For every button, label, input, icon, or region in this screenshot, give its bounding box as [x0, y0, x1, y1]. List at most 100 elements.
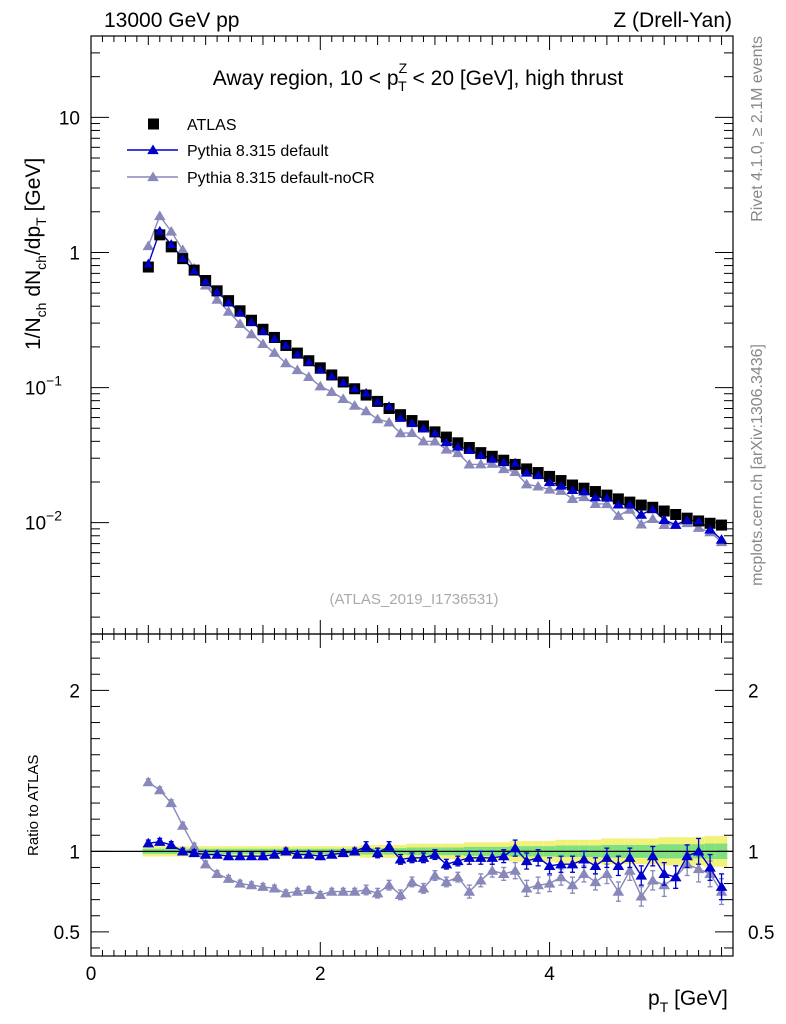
main-marker-default-noCR [589, 498, 602, 509]
ratio-marker-default [417, 852, 430, 862]
main-marker-default-noCR [452, 447, 464, 458]
main-marker-atlas [704, 517, 716, 529]
ratio-marker-default-noCR [555, 871, 567, 882]
main-marker-default-top [292, 349, 303, 358]
main-marker-default-noCR [268, 347, 281, 357]
ratio-marker-default-noCR [176, 820, 189, 830]
main-marker-default-top [659, 515, 669, 524]
ratio-marker-default-noCR [497, 868, 510, 879]
main-marker-default-top [235, 308, 245, 316]
main-marker-default-top [304, 357, 314, 366]
ratio-marker-default [360, 841, 372, 851]
main-marker-default-top [476, 450, 486, 459]
main-marker-default-top [361, 388, 371, 397]
legend-marker [147, 144, 159, 155]
legend-label: Pythia 8.315 default [187, 143, 329, 160]
main-marker-default-noCR [646, 513, 659, 524]
ratio-marker-default-noCR [589, 876, 602, 887]
ratio-marker-default-noCR [280, 887, 292, 898]
main-marker-default-noCR [337, 393, 349, 403]
main-marker-default-noCR [509, 466, 521, 477]
main-marker-atlas [658, 505, 670, 517]
y-tick-base: 10 [25, 514, 46, 535]
y-tick-exponent: −1 [46, 373, 62, 389]
ratio-marker-default [268, 849, 281, 859]
ratio-marker-default [211, 849, 223, 859]
ratio-marker-default [176, 845, 189, 856]
ratio-marker-default [188, 847, 200, 858]
ratio-marker-default-noCR [222, 873, 235, 883]
ratio-marker-default [578, 853, 590, 864]
main-marker-default-top [693, 516, 704, 525]
ratio-marker-default [325, 849, 338, 859]
ratio-marker-default [394, 853, 407, 864]
ratio-marker-default [142, 837, 155, 848]
main-marker-default-top [407, 418, 417, 427]
ratio-marker-default-noCR [532, 879, 544, 890]
main-marker-default-noCR [154, 210, 166, 221]
main-marker-default-noCR [165, 225, 178, 236]
ratio-marker-default [154, 836, 166, 846]
header-left: 13000 GeV pp [104, 9, 239, 32]
main-marker-default-noCR [429, 435, 441, 446]
ratio-marker-default-noCR [463, 886, 476, 896]
main-marker-atlas [589, 486, 601, 498]
ratio-marker-default-noCR [142, 776, 155, 787]
ratio-plot-frame [90, 633, 734, 957]
y-tick-label: 10−1 [25, 373, 62, 400]
ratio-marker-default-noCR [417, 882, 430, 893]
main-marker-default-noCR [543, 484, 556, 494]
ratio-marker-default-noCR [245, 879, 258, 890]
main-marker-default-top [648, 504, 658, 513]
analysis-watermark: (ATLAS_2019_I1736531) [329, 591, 498, 608]
main-marker-default-noCR [612, 510, 625, 520]
y-tick-label: 1 [69, 243, 80, 264]
main-marker-default-top [223, 297, 234, 306]
main-marker-default-top [521, 468, 532, 476]
main-marker-default-noCR [417, 435, 430, 446]
ratio-marker-default-noCR [383, 879, 395, 890]
main-marker-default-noCR [211, 294, 223, 304]
ratio-marker-default-noCR [509, 865, 521, 875]
main-marker-atlas [567, 479, 578, 491]
main-marker-default-top [269, 334, 280, 342]
ratio-marker-default-noCR [371, 887, 384, 898]
main-marker-default-noCR [475, 458, 487, 469]
main-marker-default-top [430, 428, 440, 437]
ratio-marker-default-noCR [360, 884, 372, 895]
main-marker-atlas [612, 493, 624, 505]
legend-label: Pythia 8.315 default-noCR [187, 170, 375, 187]
main-marker-default-top [189, 266, 199, 275]
main-marker-default-top [498, 457, 509, 466]
y-tick-base: 10 [25, 379, 46, 400]
ratio-marker-default [371, 847, 384, 858]
ratio-y-tick-label: 0.5 [54, 923, 80, 944]
ratio-marker-default-noCR [394, 889, 407, 899]
ratio-marker-default [280, 845, 292, 856]
main-marker-default-top [395, 413, 406, 422]
main-marker-default-top [200, 277, 211, 286]
main-marker-default-noCR [280, 357, 292, 368]
main-marker-default-top [590, 492, 601, 501]
main-marker-default-noCR [497, 463, 510, 474]
ratio-marker-default [245, 850, 258, 861]
main-marker-default-noCR [142, 240, 155, 251]
main-marker-default-noCR [406, 427, 418, 438]
main-marker-default-top [567, 485, 578, 494]
main-marker-default-top [349, 384, 360, 393]
ratio-marker-default-noCR [624, 865, 636, 875]
ratio-marker-default [669, 871, 682, 882]
main-line-default [147, 230, 723, 541]
main-marker-default-noCR [222, 306, 235, 316]
ratio-y-tick-label-right: 1 [748, 842, 759, 863]
ratio-marker-default-noCR [268, 882, 281, 893]
ratio-marker-default-noCR [165, 797, 178, 808]
main-marker-default-noCR [394, 427, 407, 438]
ratio-marker-default-noCR [520, 882, 533, 893]
main-marker-default-top [670, 520, 681, 529]
main-marker-default-top [625, 499, 635, 508]
header-right: Z (Drell-Yan) [613, 9, 732, 32]
ratio-marker-default [429, 849, 441, 859]
main-marker-default-top [384, 402, 394, 411]
